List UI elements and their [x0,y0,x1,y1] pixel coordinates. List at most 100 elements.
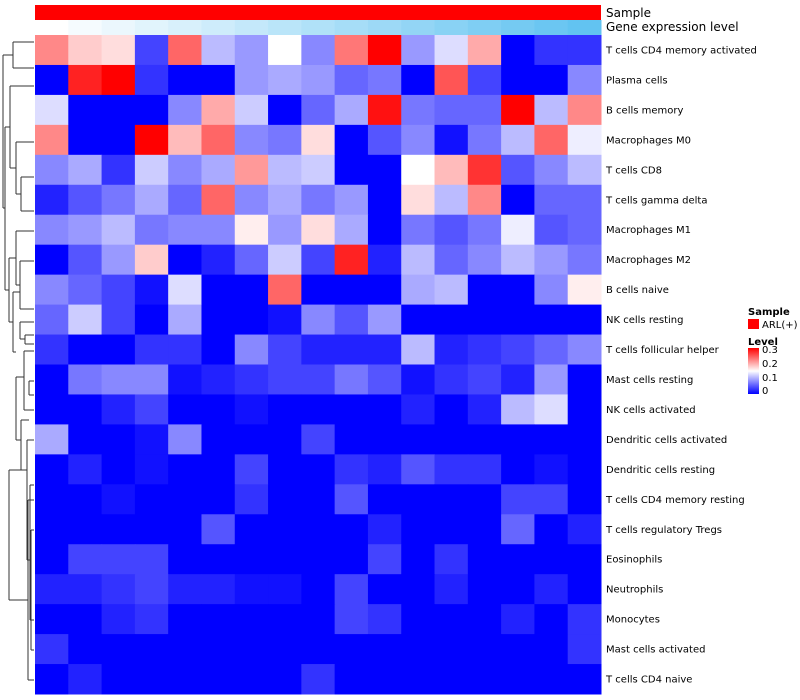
heatmap-cell [534,124,569,156]
legend-sample-title: Sample [748,307,790,318]
heatmap-cell [268,394,302,425]
row-label: Neutrophils [606,585,663,596]
heatmap-cell [434,244,469,276]
row-label: NK cells resting [606,315,683,326]
heatmap-cell [268,184,302,216]
heatmap-cell [301,604,336,635]
row-label: Macrophages M0 [606,135,691,146]
heatmap-cell [234,334,269,365]
row-label: Eosinophils [606,555,662,566]
heatmap-cell [101,334,136,365]
heatmap-cell [134,364,169,395]
heatmap-cell [234,35,269,66]
expression-level-cell [567,20,602,35]
heatmap-cell [301,124,336,156]
heatmap-cell [534,604,569,635]
heatmap-cell [268,544,302,575]
heatmap-cell [434,124,469,156]
legend-tick-0: 0 [762,386,768,397]
heatmap-cell [201,244,236,276]
heatmap-cell [268,634,302,665]
heatmap-cell [567,154,602,186]
heatmap-cell [334,544,369,575]
heatmap-cell [567,574,602,605]
heatmap-cell [168,574,202,605]
heatmap-cell [234,184,269,216]
heatmap-cell [134,334,169,365]
heatmap-cell [367,244,402,276]
heatmap-cell [334,64,369,96]
heatmap-cell [467,544,502,575]
heatmap-cell [68,334,103,365]
heatmap-cell [101,484,136,515]
heatmap-cell [168,364,202,395]
heatmap-cell [501,604,535,635]
heatmap-cell [501,184,535,216]
heatmap-cell [534,634,569,665]
heatmap-cell [401,514,436,545]
row-label: Plasma cells [606,75,668,86]
heatmap-cell [434,214,469,246]
heatmap-cell [567,604,602,635]
heatmap-cell [134,274,169,306]
expression-level-cell [101,20,136,35]
heatmap-cell [68,64,103,96]
heatmap-cell [268,124,302,156]
heatmap-cell [367,154,402,186]
expression-level-cell [268,20,302,35]
heatmap-cell [68,94,103,126]
heatmap-cell [234,364,269,395]
heatmap-cell [567,364,602,395]
row-label: T cells CD8 [605,165,662,176]
heatmap-cell [534,244,569,276]
heatmap-cell [501,304,535,336]
heatmap-cell [201,604,236,635]
row-label: T cells follicular helper [605,345,720,356]
heatmap-cell [501,574,535,605]
heatmap-cell [567,544,602,575]
heatmap-cell [168,214,202,246]
expression-level-cell [334,20,369,35]
heatmap-cell [401,424,436,455]
heatmap-cell [567,274,602,306]
heatmap-cell [101,454,136,485]
heatmap-cell [168,634,202,665]
heatmap-cell [301,514,336,545]
heatmap-cell [268,574,302,605]
heatmap-cell [68,424,103,455]
heatmap-cell [201,634,236,665]
heatmap-cell [434,544,469,575]
heatmap-cell [501,35,535,66]
expression-level-cell [68,20,103,35]
heatmap-cell [234,394,269,425]
heatmap-cell [534,454,569,485]
heatmap-cell [467,304,502,336]
heatmap-cell [234,124,269,156]
heatmap-cell [401,604,436,635]
heatmap-cell [35,364,69,395]
heatmap-cell [334,334,369,365]
heatmap-cell [401,184,436,216]
heatmap-cell [301,424,336,455]
heatmap-cell [234,214,269,246]
heatmap-cell [567,214,602,246]
heatmap-cell [501,274,535,306]
heatmap-cell [434,184,469,216]
expression-level-cell [168,20,202,35]
heatmap-cell [101,634,136,665]
heatmap-cell [501,484,535,515]
heatmap-cell [201,664,236,695]
heatmap-cell [201,574,236,605]
heatmap-cell [68,364,103,395]
heatmap-cell [168,424,202,455]
heatmap-cell [168,484,202,515]
heatmap-cell [168,544,202,575]
heatmap-cell [367,484,402,515]
heatmap-cell [334,454,369,485]
heatmap-cell [334,424,369,455]
heatmap-cell [201,334,236,365]
heatmap-cell [301,364,336,395]
heatmap-cell [401,274,436,306]
heatmap-cell [35,274,69,306]
heatmap-cell [567,94,602,126]
